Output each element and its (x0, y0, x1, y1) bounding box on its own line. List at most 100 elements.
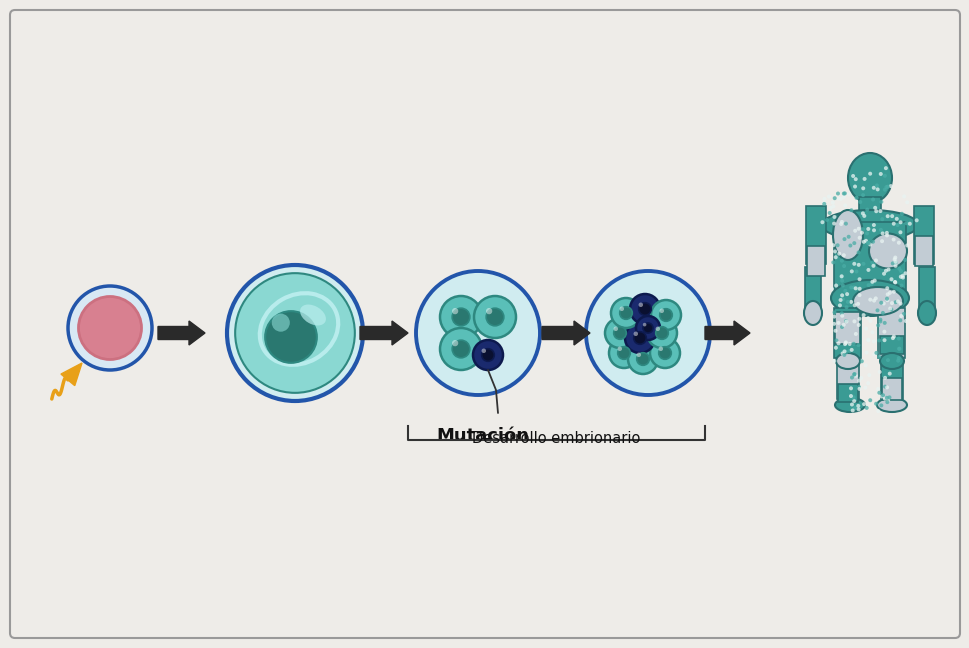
Ellipse shape (803, 301, 821, 325)
Circle shape (636, 353, 648, 365)
Circle shape (832, 249, 836, 253)
Circle shape (837, 303, 841, 307)
Circle shape (848, 394, 852, 398)
Circle shape (898, 269, 902, 273)
Circle shape (827, 211, 830, 215)
Circle shape (646, 318, 676, 348)
Circle shape (880, 311, 884, 315)
Circle shape (828, 206, 832, 210)
Circle shape (853, 332, 857, 336)
Bar (881, 378, 901, 400)
Circle shape (898, 275, 902, 279)
Ellipse shape (830, 280, 908, 316)
Circle shape (617, 347, 621, 351)
Polygon shape (61, 363, 82, 386)
Ellipse shape (876, 398, 906, 412)
Ellipse shape (847, 153, 891, 203)
Circle shape (848, 285, 853, 290)
Circle shape (882, 174, 886, 178)
Circle shape (865, 381, 869, 385)
Circle shape (895, 299, 899, 303)
Ellipse shape (832, 210, 862, 260)
Circle shape (896, 347, 900, 351)
Circle shape (868, 282, 873, 286)
Circle shape (852, 241, 856, 245)
Circle shape (865, 268, 869, 272)
Circle shape (853, 374, 857, 378)
Circle shape (610, 298, 641, 328)
Circle shape (861, 177, 865, 181)
Circle shape (887, 372, 891, 376)
Circle shape (892, 300, 896, 304)
Circle shape (856, 408, 860, 411)
Circle shape (881, 272, 885, 275)
Circle shape (869, 260, 873, 264)
Bar (833, 308, 860, 358)
Circle shape (655, 327, 659, 331)
Circle shape (884, 185, 888, 189)
Circle shape (820, 220, 824, 224)
Circle shape (896, 356, 900, 360)
FancyArrow shape (704, 321, 749, 345)
Circle shape (847, 349, 851, 353)
Circle shape (897, 318, 901, 322)
Circle shape (907, 222, 911, 226)
Circle shape (835, 196, 839, 201)
Circle shape (838, 222, 842, 226)
Circle shape (474, 296, 516, 338)
Circle shape (884, 233, 888, 237)
Circle shape (890, 301, 893, 305)
Circle shape (875, 387, 879, 391)
Circle shape (642, 323, 645, 327)
Circle shape (863, 351, 867, 354)
Circle shape (867, 172, 871, 176)
Ellipse shape (834, 398, 864, 412)
Circle shape (846, 235, 850, 238)
Circle shape (859, 359, 863, 364)
Circle shape (875, 409, 879, 413)
Ellipse shape (879, 353, 903, 369)
Circle shape (852, 372, 856, 376)
Circle shape (883, 166, 887, 170)
Circle shape (585, 271, 709, 395)
Circle shape (859, 376, 862, 380)
Circle shape (833, 284, 837, 288)
Circle shape (840, 351, 844, 356)
Circle shape (885, 358, 889, 362)
Circle shape (871, 262, 875, 266)
Circle shape (875, 323, 879, 327)
Circle shape (833, 346, 837, 350)
Circle shape (865, 283, 870, 287)
Circle shape (873, 296, 877, 301)
Circle shape (891, 290, 894, 294)
Circle shape (835, 341, 840, 345)
Circle shape (841, 253, 845, 257)
Circle shape (898, 314, 902, 318)
Circle shape (844, 292, 848, 296)
Bar (859, 197, 880, 219)
Circle shape (871, 223, 875, 227)
Circle shape (888, 184, 891, 188)
Circle shape (834, 243, 839, 248)
Circle shape (853, 177, 857, 181)
Circle shape (901, 194, 905, 198)
Circle shape (642, 323, 652, 333)
Circle shape (831, 222, 835, 226)
Circle shape (836, 251, 840, 256)
Circle shape (873, 259, 877, 262)
Circle shape (848, 386, 852, 390)
Bar (878, 308, 905, 358)
Circle shape (861, 214, 865, 218)
Circle shape (885, 298, 889, 302)
Circle shape (831, 359, 835, 363)
Circle shape (865, 338, 869, 341)
Circle shape (876, 338, 880, 342)
Circle shape (842, 191, 846, 196)
Circle shape (838, 298, 842, 302)
Circle shape (839, 275, 843, 279)
Circle shape (867, 242, 871, 246)
Circle shape (866, 373, 870, 377)
Circle shape (452, 340, 457, 346)
Circle shape (854, 196, 858, 200)
Circle shape (846, 192, 850, 196)
